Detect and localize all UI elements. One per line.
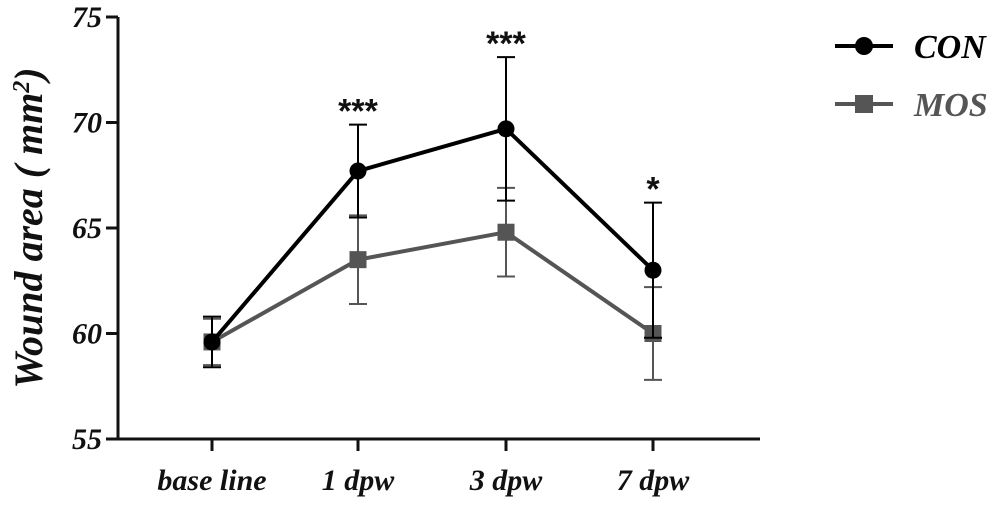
axes: 55 60 65 70 75 base line 1 dpw 3 dpw 7 dpw Wound … [6,1,760,497]
data-point [349,251,367,269]
y-tick-label: 55 [72,423,102,456]
data-point [644,261,662,279]
y-tick-label: 65 [72,212,102,245]
y-tick-label: 60 [72,318,102,351]
data-point [497,223,515,241]
significance-label: *** [486,25,526,63]
legend-label: CON [914,29,987,66]
series-line [210,126,655,344]
series-mos [203,186,662,381]
legend-marker [855,95,873,113]
x-tick-label: 3 dpw [469,464,544,497]
legend-item-con: CON [835,29,987,66]
series-layer: ******* [203,25,662,381]
x-tick-label: base line [157,464,266,497]
legend-label: MOS [913,87,988,124]
legend: CON MOS [835,29,988,124]
series-line [211,230,655,344]
significance-label: *** [338,93,378,131]
significance-label: * [646,171,660,209]
data-point [203,333,221,351]
series-con [203,56,662,369]
y-tick-label: 70 [72,107,102,140]
legend-item-mos: MOS [835,87,988,124]
x-tick-label: 7 dpw [617,464,691,497]
y-axis-title: Wound area ( mm2) [6,67,51,388]
y-tick-label: 75 [72,1,102,34]
data-point [349,162,367,180]
data-point [497,120,515,138]
legend-marker [855,37,873,55]
x-tick-label: 1 dpw [322,464,396,497]
